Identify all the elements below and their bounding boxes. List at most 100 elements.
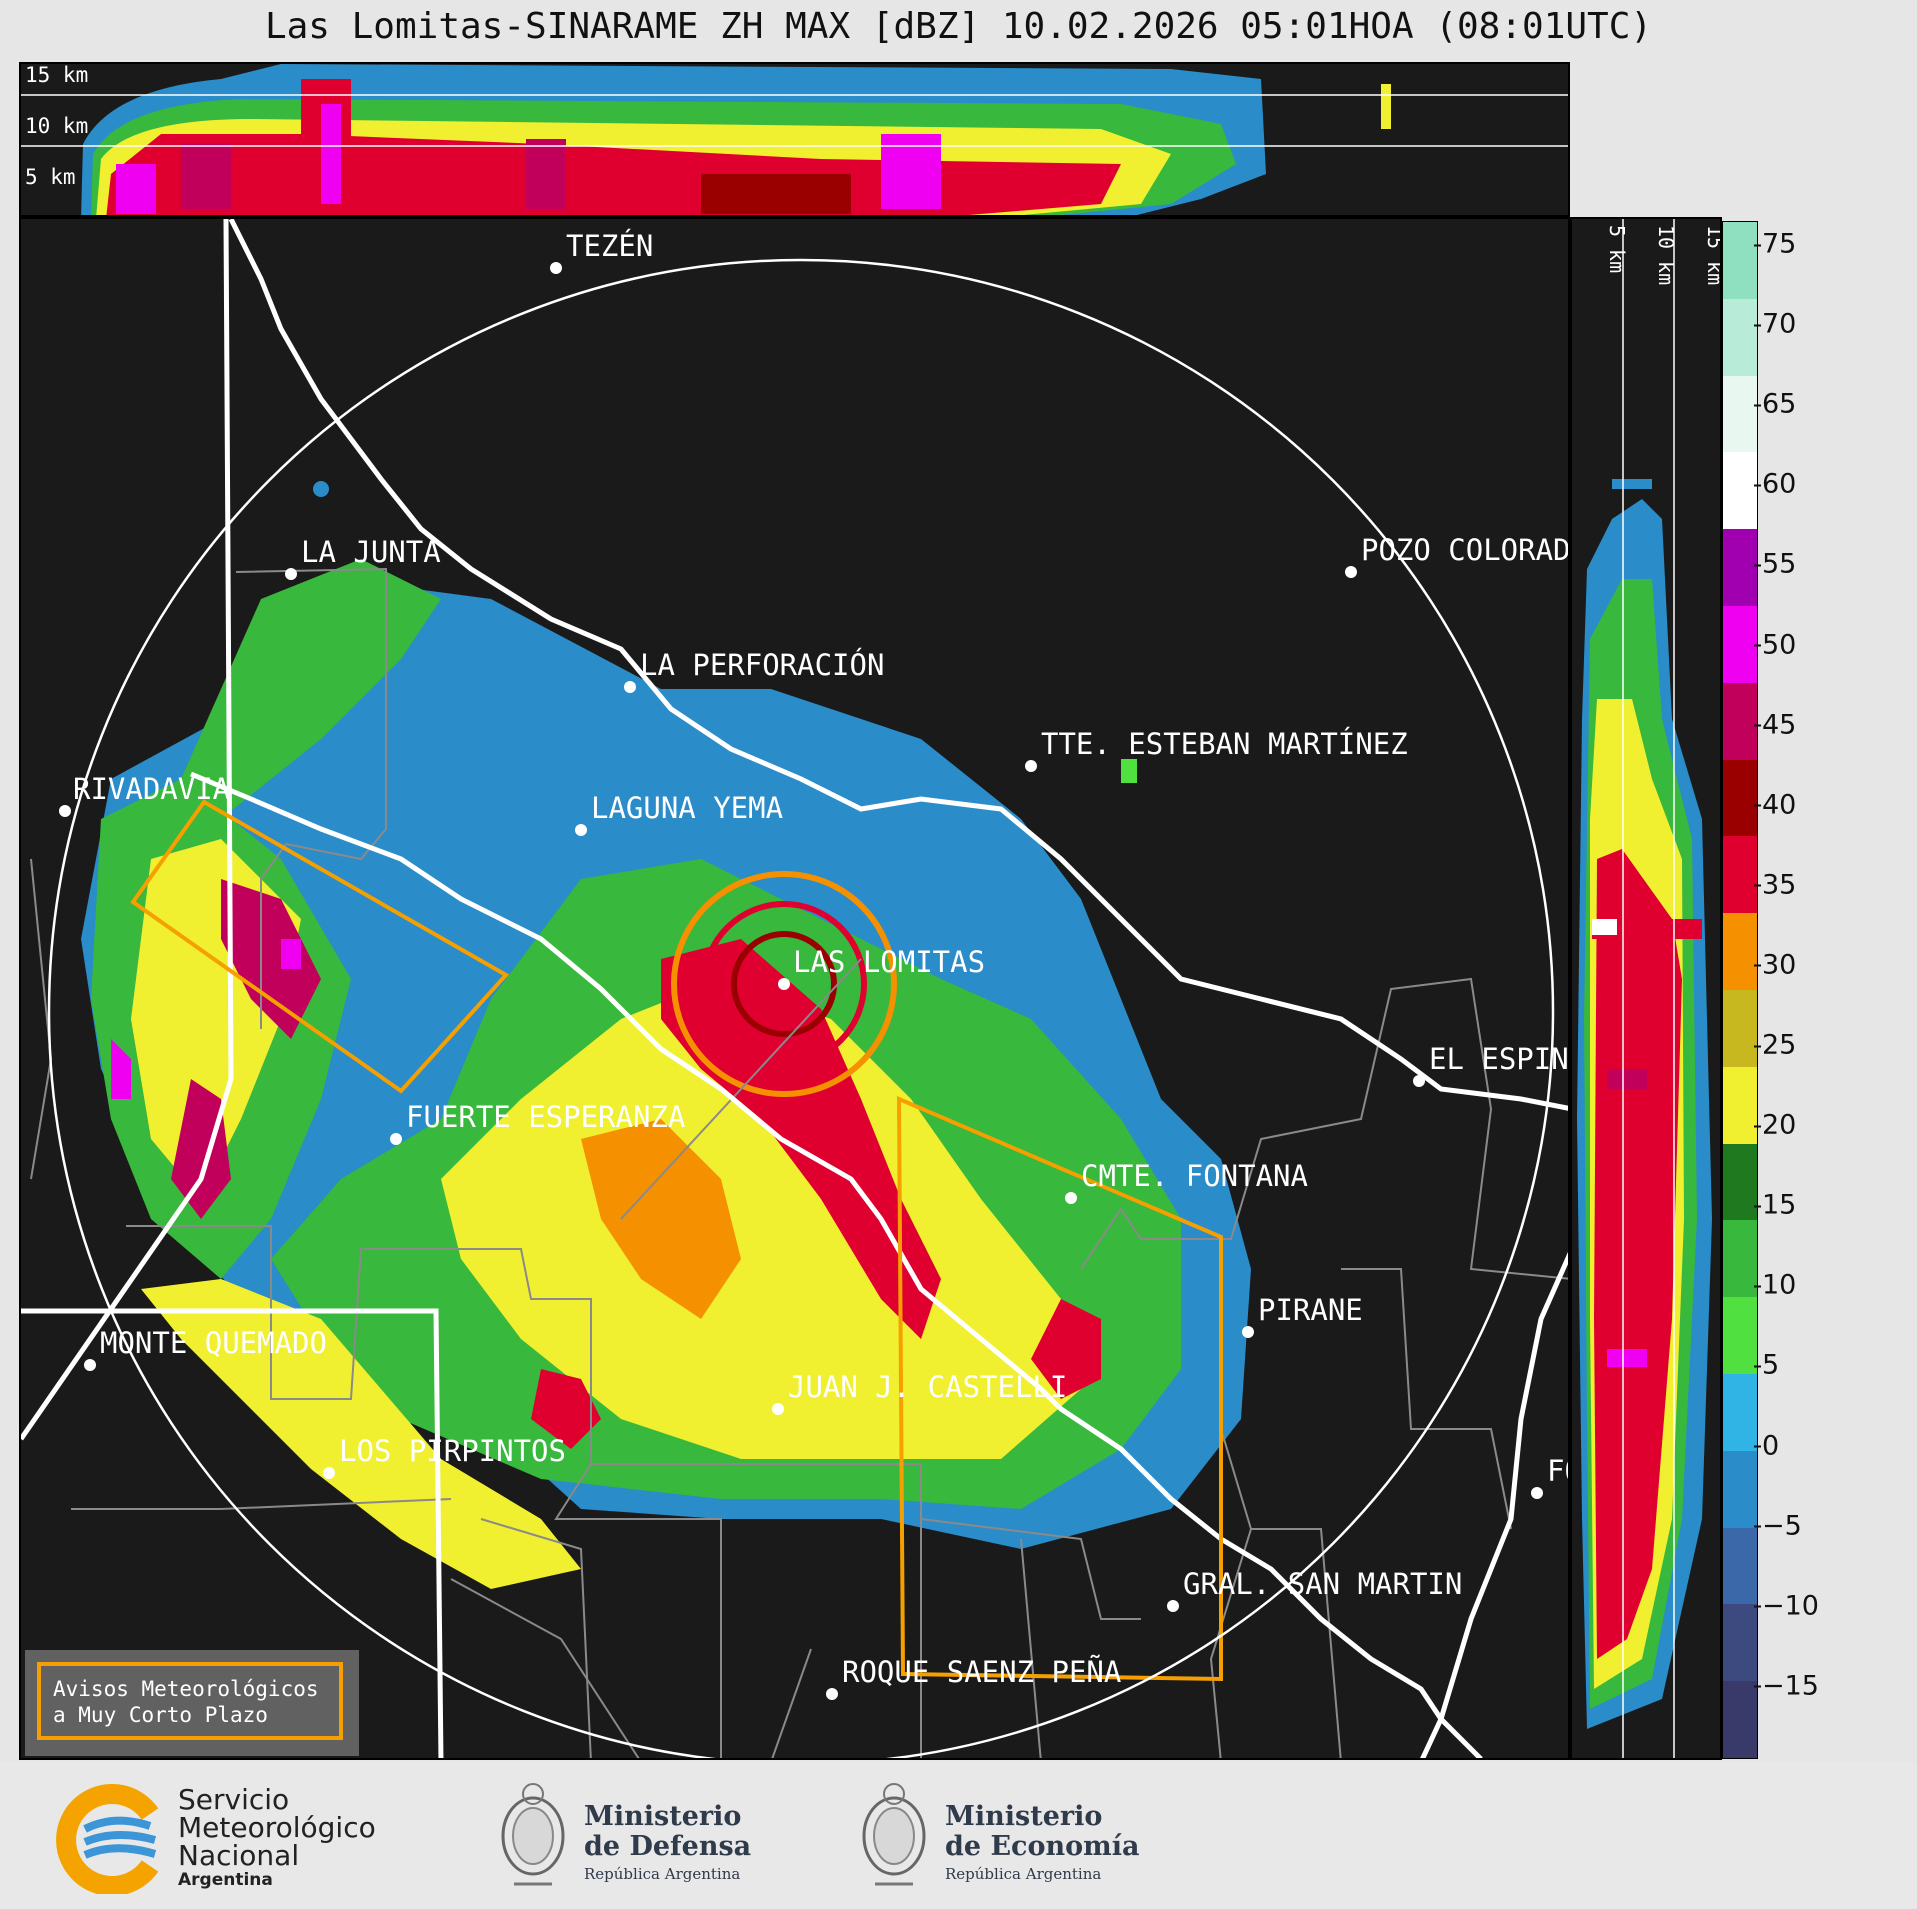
- colorbar-tick-label: 45: [1753, 709, 1797, 741]
- colorbar-band: [1723, 682, 1757, 761]
- colorbar-band: [1723, 913, 1757, 991]
- colorbar-band: [1723, 222, 1757, 300]
- economia-line1: Ministerio: [945, 1801, 1103, 1832]
- cities: TEZÉN LA JUNTA POZO COLORAD LA PERFORACI…: [59, 229, 1570, 1700]
- colorbar-tick-label: 25: [1753, 1029, 1797, 1061]
- city-label-gral-san-martin: GRAL. SAN MARTIN: [1183, 1567, 1462, 1601]
- side-altitude-label-15: 15 km: [1703, 225, 1722, 285]
- side-cross-section-plot: 5 km 10 km 15 km: [1577, 219, 1722, 1758]
- city-label-juan-j-castelli: JUAN J. CASTELLI: [788, 1370, 1067, 1404]
- warning-polygons: [130, 799, 1223, 1682]
- warning-legend-line2: a Muy Corto Plazo: [53, 1703, 268, 1727]
- smn-line4: Argentina: [178, 1870, 273, 1890]
- city-dot-monte-quemado: [84, 1359, 96, 1371]
- city-label-roque-saenz-pena: ROQUE SAENZ PEÑA: [842, 1655, 1121, 1689]
- colorbar-tick-label: 20: [1753, 1109, 1797, 1141]
- city-label-laguna-yema: LAGUNA YEMA: [591, 791, 783, 825]
- colorbar-tick-label: 15: [1753, 1189, 1797, 1221]
- colorbar-tick-label: 75: [1753, 228, 1797, 260]
- colorbar-tick-label: 35: [1753, 869, 1797, 901]
- colorbar-band: [1723, 1066, 1757, 1145]
- city-dot-rivadavia: [59, 805, 71, 817]
- defensa-sub: República Argentina: [584, 1865, 741, 1883]
- colorbar-tick-label: −5: [1754, 1510, 1802, 1542]
- colorbar-band: [1723, 606, 1757, 684]
- colorbar-band: [1723, 1527, 1757, 1606]
- colorbar-band: [1723, 1450, 1757, 1529]
- warning-polygon-west: [130, 799, 510, 1094]
- colorbar-tick-label: −15: [1754, 1670, 1819, 1702]
- city-label-fuerte-esperanza: FUERTE ESPERANZA: [406, 1100, 685, 1134]
- city-label-el-espin: EL ESPIN: [1429, 1042, 1569, 1076]
- city-dot-roque-saenz-pena: [826, 1688, 838, 1700]
- city-label-monte-quemado: MONTE QUEMADO: [100, 1326, 327, 1360]
- smn-logo-icon: [56, 1784, 159, 1894]
- city-dot-pirane: [1242, 1326, 1254, 1338]
- colorbar-tick-label: 55: [1753, 548, 1797, 580]
- city-label-las-lomitas: LAS LOMITAS: [793, 945, 985, 979]
- city-dot-tezen: [550, 262, 562, 274]
- warning-legend: Avisos Meteorológicos a Muy Corto Plazo: [25, 1650, 359, 1756]
- colorbar-band: [1723, 1297, 1757, 1375]
- side-altitude-label-10: 10 km: [1654, 225, 1678, 285]
- colorbar-tick-label: 40: [1753, 789, 1797, 821]
- side-altitude-label-5: 5 km: [1605, 225, 1629, 273]
- colorbar-tick-label: 10: [1753, 1269, 1797, 1301]
- city-label-pirane: PIRANE: [1258, 1293, 1363, 1327]
- city-label-fo: FO: [1547, 1454, 1570, 1488]
- colorbar-band: [1723, 1681, 1757, 1758]
- map-title: Las Lomitas-SINARAME ZH MAX [dBZ] 10.02.…: [264, 6, 1653, 47]
- top-cross-section: 15 km 10 km 5 km: [19, 62, 1570, 217]
- colorbar-tick-label: 70: [1753, 308, 1797, 340]
- colorbar-band: [1723, 1604, 1757, 1683]
- economia-sub: República Argentina: [945, 1865, 1102, 1883]
- city-label-pozo-colorado: POZO COLORAD: [1361, 533, 1570, 567]
- colorbar-band: [1723, 990, 1757, 1068]
- defensa-line2: de Defensa: [584, 1831, 752, 1862]
- smn-name: Servicio Meteorológico Nacional Argentin…: [178, 1786, 376, 1891]
- colorbar-band: [1723, 1374, 1757, 1452]
- city-label-tezen: TEZÉN: [566, 229, 653, 263]
- colorbar-tick-label: 30: [1753, 949, 1797, 981]
- city-dot-pozo-colorado: [1345, 566, 1357, 578]
- colorbar-band: [1723, 452, 1757, 531]
- colorbar-band: [1723, 529, 1757, 607]
- smn-line2: Meteorológico: [178, 1811, 376, 1844]
- colorbar-tick-label: 65: [1753, 388, 1797, 420]
- colorbar-tick-label: 50: [1753, 629, 1797, 660]
- top-altitude-label-15: 15 km: [25, 64, 88, 87]
- city-dot-juan-j-castelli: [772, 1403, 784, 1415]
- colorbar-band: [1723, 1143, 1757, 1222]
- city-label-rivadavia: RIVADAVIA: [73, 772, 230, 806]
- city-dot-gral-san-martin: [1167, 1600, 1179, 1612]
- warning-legend-frame: Avisos Meteorológicos a Muy Corto Plazo: [37, 1662, 343, 1740]
- radar-map-svg: TEZÉN LA JUNTA POZO COLORAD LA PERFORACI…: [21, 219, 1570, 1758]
- city-dot-fuerte-esperanza: [390, 1133, 402, 1145]
- colorbar-band: [1723, 759, 1757, 838]
- radar-echoes: [81, 481, 1251, 1589]
- colorbar-band: [1723, 1220, 1757, 1299]
- colorbar-band: [1723, 836, 1757, 915]
- top-altitude-label-10: 10 km: [25, 114, 88, 138]
- city-dot-laguna-yema: [575, 824, 587, 836]
- city-dot-los-pirpintos: [323, 1467, 335, 1479]
- city-label-los-pirpintos: LOS PIRPINTOS: [339, 1434, 566, 1468]
- defensa-line1: Ministerio: [584, 1801, 742, 1832]
- city-dot-la-perforacion: [624, 681, 636, 693]
- top-cross-section-plot: 15 km 10 km 5 km: [21, 64, 1568, 215]
- radar-map[interactable]: TEZÉN LA JUNTA POZO COLORAD LA PERFORACI…: [19, 217, 1570, 1760]
- city-label-cmte-fontana: CMTE. FONTANA: [1081, 1159, 1308, 1193]
- defensa-name: Ministerio de Defensa: [584, 1802, 751, 1862]
- range-ring: [47, 258, 1555, 1758]
- defensa-seal-icon: [501, 1783, 565, 1886]
- city-dot-tte-esteban-martinez: [1025, 760, 1037, 772]
- colorbar-tick-label: 5: [1753, 1349, 1780, 1381]
- top-altitude-label-5: 5 km: [25, 165, 76, 189]
- economia-line2: de Economía: [945, 1831, 1140, 1862]
- city-dot-el-espin: [1413, 1075, 1425, 1087]
- colorbar-tick-label: 60: [1753, 468, 1797, 500]
- warning-polygon-east: [896, 1095, 1223, 1682]
- city-dot-la-junta: [285, 568, 297, 580]
- city-label-la-perforacion: LA PERFORACIÓN: [640, 648, 884, 682]
- side-cross-section: 5 km 10 km 15 km: [1570, 217, 1722, 1760]
